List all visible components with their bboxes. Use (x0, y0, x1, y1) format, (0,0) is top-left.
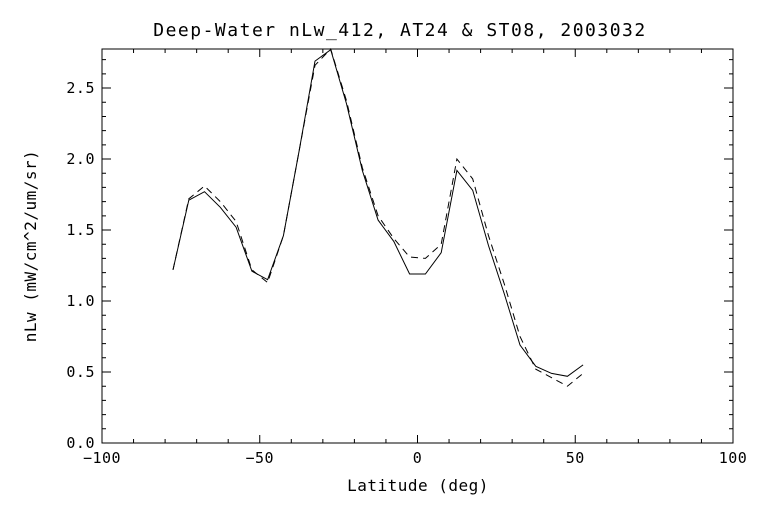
x-tick-label: 0 (413, 449, 423, 467)
y-tick-label: 1.5 (66, 221, 95, 239)
y-tick-label: 0.0 (66, 434, 95, 452)
y-tick-label: 2.5 (66, 79, 95, 97)
x-tick-label: 50 (566, 449, 585, 467)
x-tick-label: −100 (83, 449, 121, 467)
x-tick-label: 100 (719, 449, 748, 467)
y-tick-label: 1.0 (66, 292, 95, 310)
tick-labels: −100 −50 0 50 100 0.0 0.5 1.0 1.5 2.0 2.5 (66, 79, 748, 467)
chart-title: Deep-Water nLw_412, AT24 & ST08, 2003032 (153, 20, 646, 41)
y-tick-label: 0.5 (66, 363, 95, 381)
y-tick-label: 2.0 (66, 150, 95, 168)
x-tick-label: −50 (245, 449, 274, 467)
plot-axes (101, 48, 734, 444)
x-axis-label: Latitude (deg) (347, 476, 489, 495)
axis-box-and-ticks (101, 48, 734, 444)
series-solid-line (172, 48, 584, 377)
series-dashed-line (172, 48, 584, 387)
y-axis-label: nLw (mW/cm^2/um/sr) (21, 150, 40, 343)
